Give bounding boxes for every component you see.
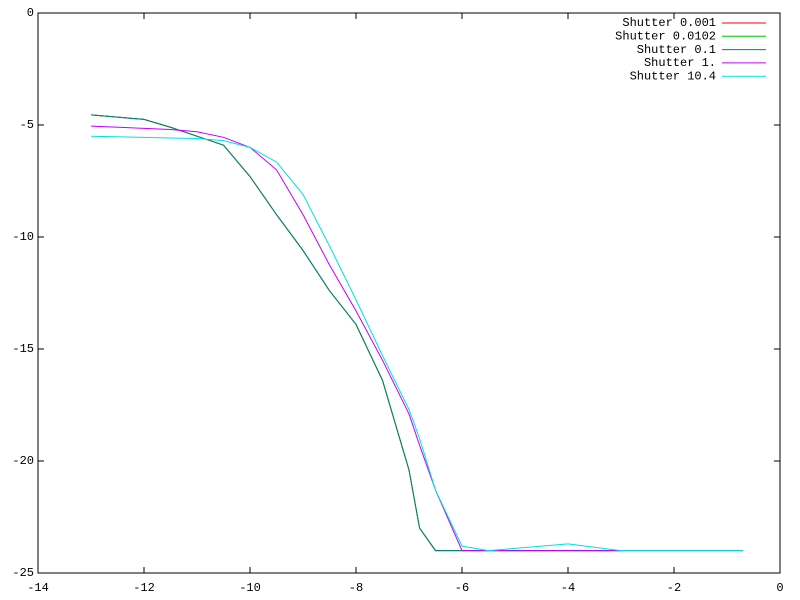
y-tick-label: -20 (12, 454, 34, 468)
y-tick-label: -10 (12, 230, 34, 244)
legend-label: Shutter 0.001 (622, 16, 716, 30)
y-tick-label: -25 (12, 566, 34, 580)
x-tick-label: -8 (349, 581, 363, 595)
y-tick-label: -15 (12, 342, 34, 356)
x-tick-label: 0 (776, 581, 783, 595)
y-tick-label: -5 (20, 118, 34, 132)
plot-frame (37, 12, 781, 574)
x-tick-label: -12 (133, 581, 155, 595)
x-tick-label: -4 (561, 581, 575, 595)
legend-label: Shutter 1. (644, 56, 716, 70)
legend-label: Shutter 0.1 (637, 43, 716, 57)
series-line (90, 114, 621, 552)
x-tick-label: -10 (239, 581, 261, 595)
x-tick-label: -2 (667, 581, 681, 595)
y-tick-label: 0 (27, 6, 34, 20)
series-line (90, 135, 743, 552)
series-line (90, 114, 743, 552)
legend-label: Shutter 0.0102 (615, 29, 716, 43)
x-tick-label: -14 (27, 581, 49, 595)
series-line (90, 125, 743, 552)
legend-label: Shutter 10.4 (630, 69, 716, 83)
series-line (90, 114, 621, 552)
x-tick-label: -6 (455, 581, 469, 595)
